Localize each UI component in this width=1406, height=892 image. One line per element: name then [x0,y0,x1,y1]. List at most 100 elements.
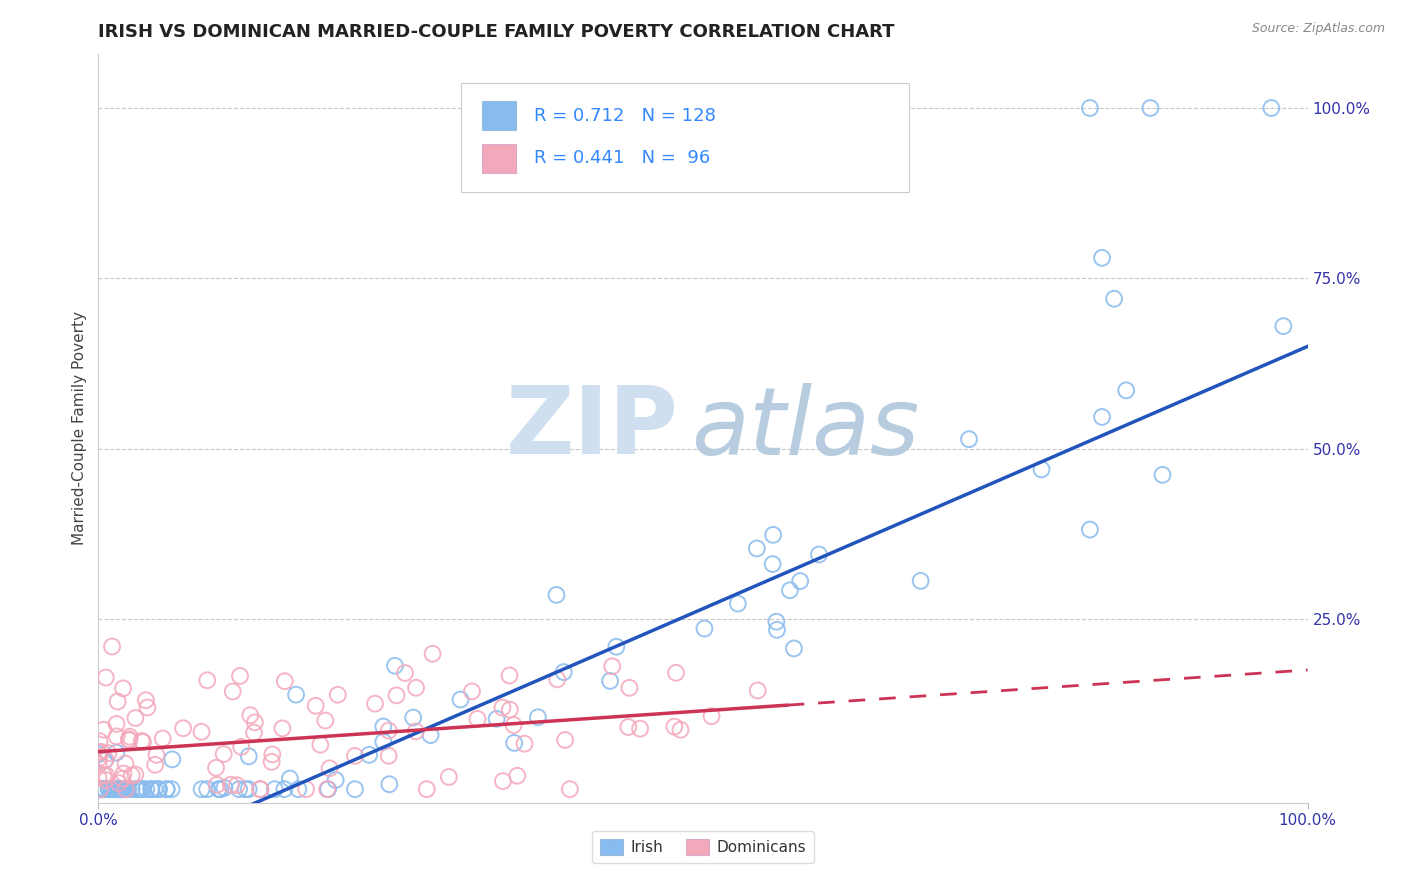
Point [498,668,520,682]
Text: atlas: atlas [690,383,920,474]
Point [87,782,110,797]
Point [115,782,138,797]
Point [314,714,336,728]
Point [219,778,242,792]
Point [343,782,366,797]
Point [553,665,575,679]
Point [93,782,115,797]
Point [129,782,152,797]
Point [121,768,143,782]
Point [305,698,328,713]
Point [1272,319,1295,334]
Point [112,782,135,797]
Point [394,665,416,680]
Point [235,782,257,797]
Point [87,782,110,797]
Point [87,782,110,797]
Point [98,782,121,797]
Point [1078,101,1101,115]
Point [90,782,112,797]
Point [93,754,115,768]
Point [89,782,111,797]
Point [271,722,294,736]
Point [295,782,318,797]
Point [249,782,271,797]
Point [108,776,131,790]
Point [665,665,688,680]
Point [93,768,115,782]
Point [195,673,218,688]
Point [111,782,134,797]
Point [783,641,806,656]
Point [318,761,340,775]
Point [807,548,830,562]
Point [222,684,245,698]
Point [214,780,236,795]
Point [700,709,723,723]
Point [91,782,114,797]
Point [527,710,550,724]
Point [141,782,163,797]
Point [148,782,170,797]
Point [98,782,121,797]
Point [93,782,115,797]
Point [499,703,522,717]
Point [378,777,401,791]
Point [503,736,526,750]
Point [416,782,439,797]
Point [87,745,110,759]
Point [111,782,134,797]
Point [229,669,252,683]
Point [94,768,117,782]
Point [91,782,114,797]
Point [1115,384,1137,398]
Point [127,782,149,797]
Point [467,712,489,726]
Point [506,769,529,783]
Point [112,766,135,780]
Text: ZIP: ZIP [506,382,679,475]
Point [747,683,769,698]
Point [111,782,134,797]
Point [124,767,146,781]
Point [405,681,427,695]
Point [160,752,183,766]
Point [87,782,110,797]
Point [231,739,253,754]
Point [110,782,132,797]
Point [190,724,212,739]
Point [384,658,406,673]
Point [190,782,212,797]
Point [87,782,110,797]
Point [274,674,297,689]
Point [605,640,627,654]
Point [145,747,167,762]
Point [152,731,174,746]
Point [112,782,135,797]
Point [101,640,124,654]
Point [132,782,155,797]
Y-axis label: Married-Couple Family Poverty: Married-Couple Family Poverty [72,311,87,545]
Point [87,751,110,765]
Point [103,782,125,797]
Point [143,757,166,772]
Point [238,749,260,764]
Point [108,782,131,797]
Point [87,782,110,797]
Point [492,774,515,789]
Point [249,782,271,797]
Point [693,622,716,636]
Point [100,782,122,797]
Point [600,659,623,673]
Legend: Irish, Dominicans: Irish, Dominicans [592,831,814,863]
Point [87,782,110,797]
Point [359,747,381,762]
Point [115,782,138,797]
Point [107,694,129,708]
Point [87,757,110,772]
Point [94,671,117,685]
FancyBboxPatch shape [461,84,908,192]
Point [131,782,153,797]
Point [89,782,111,797]
Point [114,782,136,797]
